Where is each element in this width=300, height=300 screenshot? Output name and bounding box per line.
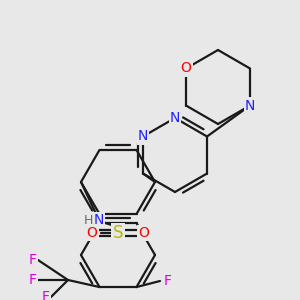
Text: N: N [94,213,104,227]
Text: H: H [83,214,93,226]
Text: N: N [170,111,180,125]
Text: F: F [29,273,37,287]
Text: O: O [87,226,98,240]
Text: N: N [138,130,148,143]
Text: F: F [42,290,50,300]
Text: N: N [245,98,255,112]
Text: F: F [164,274,172,288]
Text: O: O [139,226,149,240]
Text: F: F [29,253,37,267]
Text: O: O [181,61,191,76]
Text: S: S [113,224,123,242]
